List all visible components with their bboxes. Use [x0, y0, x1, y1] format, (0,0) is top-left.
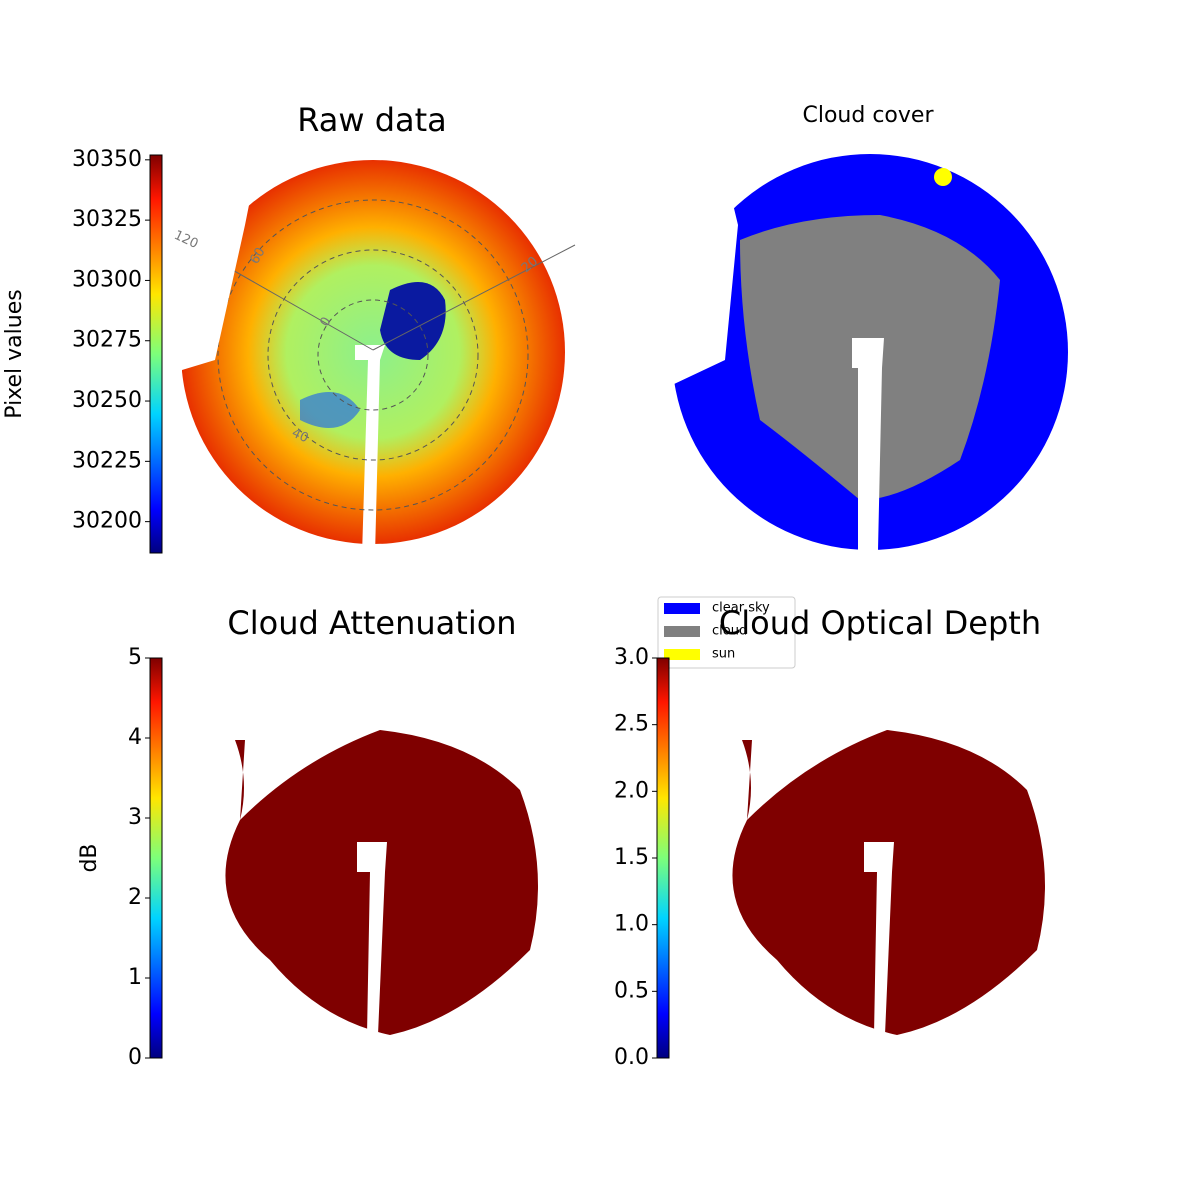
colorbar-tick-label: 2.5: [614, 712, 649, 737]
colorbar-tick-label: 1.0: [614, 912, 649, 937]
sun-marker: [934, 168, 952, 186]
colorbar-tick-label: 4: [128, 725, 142, 750]
colorbar-tick-label: 0.0: [614, 1045, 649, 1070]
legend-label: sun: [712, 647, 735, 662]
panel-title: Cloud Optical Depth: [719, 604, 1041, 642]
colorbar-tick-label: 0.5: [614, 978, 649, 1003]
legend-swatch: [664, 603, 700, 614]
legend-label: cloud: [712, 624, 747, 639]
colorbar-tick-label: 2: [128, 885, 142, 910]
legend-swatch: [664, 649, 700, 660]
colorbar-tick-label: 30250: [72, 388, 142, 413]
polar-annotation: 120: [172, 228, 201, 252]
colorbar-tick-label: 1: [128, 965, 142, 990]
raw-image: [182, 160, 576, 555]
panel-title: Cloud Attenuation: [227, 604, 516, 642]
colorbar-label: dB: [77, 843, 102, 872]
panel-title: Cloud cover: [803, 103, 935, 128]
attenuation-image: [225, 730, 539, 1035]
colorbar-tick-label: 0: [128, 1045, 142, 1070]
polar-annotation: 40: [289, 426, 310, 447]
colorbar-tick-label: 30275: [72, 328, 142, 353]
legend-swatch: [664, 626, 700, 637]
optical-depth-image: [732, 730, 1045, 1035]
colorbar-tick-label: 30325: [72, 207, 142, 232]
colorbar: [149, 657, 163, 1059]
legend-label: clear sky: [712, 601, 770, 616]
colorbar-tick-label: 3: [128, 805, 142, 830]
colorbar-tick-label: 2.0: [614, 778, 649, 803]
colorbar-tick-label: 30300: [72, 267, 142, 292]
colorbar-label: Pixel values: [2, 289, 27, 418]
colorbar-tick-label: 5: [128, 645, 142, 670]
colorbar-tick-label: 30200: [72, 509, 142, 534]
colorbar: [149, 154, 163, 554]
polar-annotation: 60: [247, 245, 268, 267]
colorbar-tick-label: 30225: [72, 448, 142, 473]
colorbar-tick-label: 1.5: [614, 845, 649, 870]
panel-title: Raw data: [297, 101, 447, 139]
cloud-cover-image: [672, 154, 1068, 550]
colorbar-tick-label: 3.0: [614, 645, 649, 670]
colorbar: [656, 657, 670, 1059]
colorbar-tick-label: 30350: [72, 147, 142, 172]
